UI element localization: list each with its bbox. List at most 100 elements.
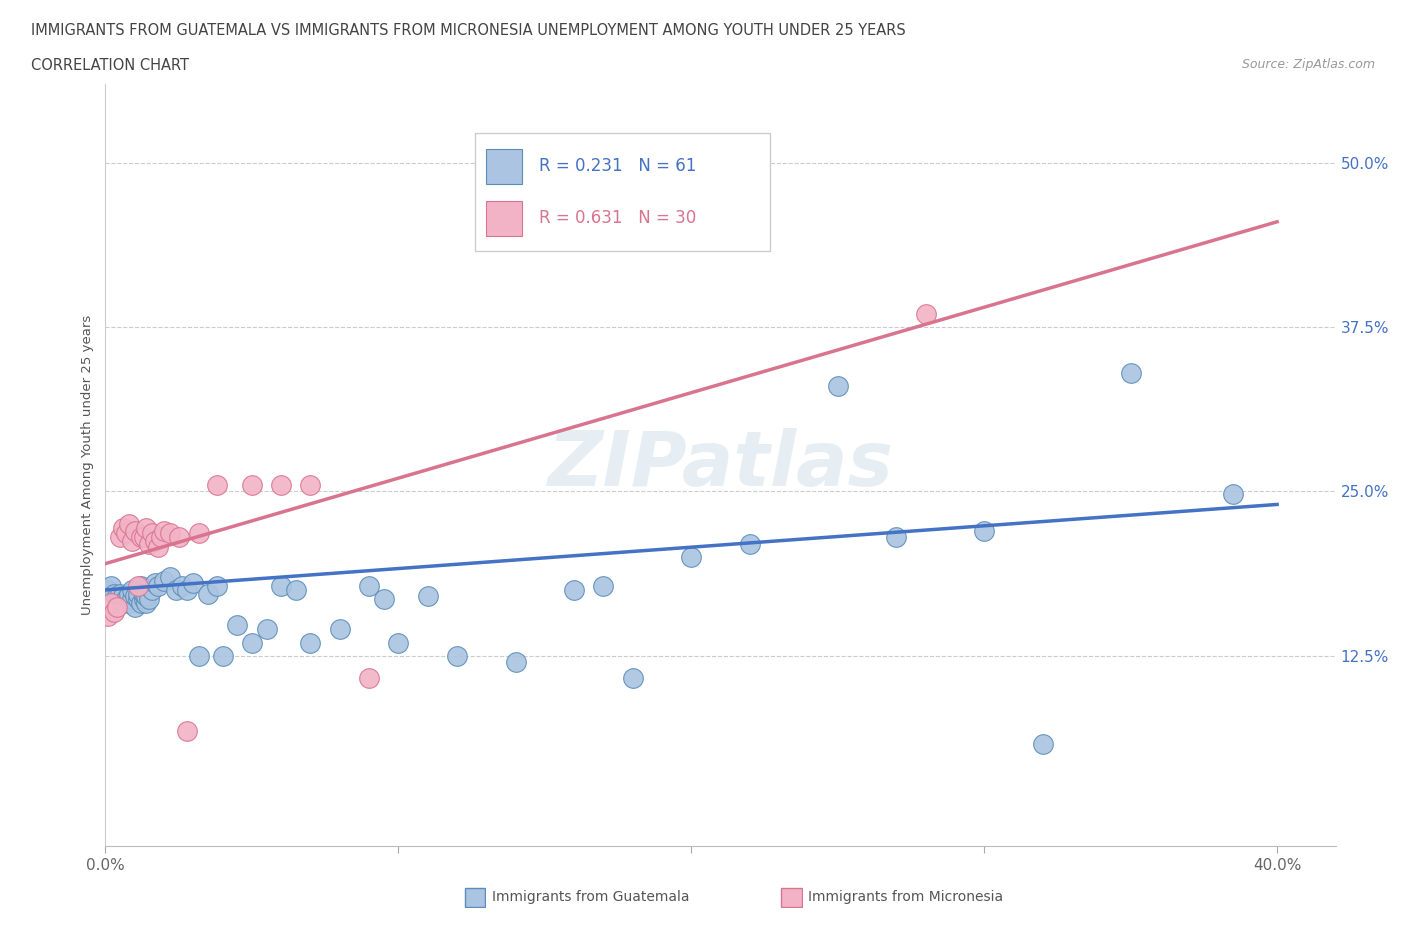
Point: [299, 477, 322, 492]
Point: [143, 534, 166, 549]
Point: [211, 648, 233, 663]
Point: [124, 589, 146, 604]
Point: [129, 595, 152, 610]
Point: [270, 578, 292, 593]
Point: [226, 618, 249, 632]
Text: R = 0.631   N = 30: R = 0.631 N = 30: [540, 209, 697, 227]
Y-axis label: Unemployment Among Youth under 25 years: Unemployment Among Youth under 25 years: [82, 315, 94, 615]
Point: [127, 591, 149, 606]
Point: [621, 671, 644, 685]
Point: [446, 648, 468, 663]
Point: [121, 534, 143, 549]
Point: [167, 530, 190, 545]
Point: [105, 589, 128, 604]
Point: [103, 604, 125, 619]
Point: [170, 578, 193, 593]
Point: [121, 582, 143, 597]
Point: [416, 589, 439, 604]
Point: [505, 655, 527, 670]
Point: [124, 600, 146, 615]
Point: [1032, 737, 1054, 751]
Point: [143, 576, 166, 591]
Point: [100, 578, 122, 593]
FancyBboxPatch shape: [486, 149, 522, 184]
Point: [188, 648, 211, 663]
Text: Immigrants from Guatemala: Immigrants from Guatemala: [492, 890, 689, 905]
Point: [973, 524, 995, 538]
Point: [738, 537, 761, 551]
Point: [150, 530, 173, 545]
Point: [112, 521, 135, 536]
Point: [141, 526, 163, 541]
Point: [153, 524, 176, 538]
Point: [148, 539, 170, 554]
Point: [357, 578, 380, 593]
Point: [176, 582, 198, 597]
Point: [159, 569, 181, 584]
Point: [681, 550, 703, 565]
Text: R = 0.231   N = 61: R = 0.231 N = 61: [540, 157, 697, 176]
Point: [132, 587, 155, 602]
Point: [135, 521, 157, 536]
Point: [183, 576, 205, 591]
Point: [135, 589, 157, 604]
Point: [240, 635, 263, 650]
Point: [159, 526, 181, 541]
Point: [127, 587, 149, 602]
Point: [299, 635, 322, 650]
Point: [141, 582, 163, 597]
Point: [357, 671, 380, 685]
Point: [132, 591, 155, 606]
Point: [387, 635, 409, 650]
Point: [138, 591, 160, 606]
Point: [124, 524, 146, 538]
Point: [165, 582, 187, 597]
Point: [97, 609, 120, 624]
Point: [108, 587, 131, 602]
Point: [256, 622, 278, 637]
Point: [1119, 365, 1142, 380]
Text: CORRELATION CHART: CORRELATION CHART: [31, 58, 188, 73]
FancyBboxPatch shape: [486, 201, 522, 236]
Point: [103, 587, 125, 602]
Point: [105, 600, 128, 615]
Point: [118, 587, 141, 602]
Point: [118, 517, 141, 532]
Point: [108, 591, 131, 606]
FancyBboxPatch shape: [782, 888, 801, 907]
Point: [97, 582, 120, 597]
Point: [121, 591, 143, 606]
Point: [108, 530, 131, 545]
Point: [592, 578, 614, 593]
Point: [240, 477, 263, 492]
Point: [135, 595, 157, 610]
Point: [153, 573, 176, 588]
FancyBboxPatch shape: [475, 133, 770, 251]
Point: [115, 526, 138, 541]
Point: [205, 477, 228, 492]
Text: ZIPatlas: ZIPatlas: [547, 428, 894, 502]
Point: [188, 526, 211, 541]
Point: [914, 306, 936, 321]
FancyBboxPatch shape: [465, 888, 485, 907]
Point: [284, 582, 307, 597]
Point: [373, 591, 395, 606]
Text: Source: ZipAtlas.com: Source: ZipAtlas.com: [1241, 58, 1375, 71]
Point: [148, 578, 170, 593]
Point: [197, 587, 219, 602]
Point: [827, 379, 849, 393]
Point: [129, 530, 152, 545]
Point: [129, 578, 152, 593]
Point: [132, 530, 155, 545]
Point: [112, 589, 135, 604]
Point: [176, 724, 198, 738]
Point: [115, 591, 138, 606]
Text: IMMIGRANTS FROM GUATEMALA VS IMMIGRANTS FROM MICRONESIA UNEMPLOYMENT AMONG YOUTH: IMMIGRANTS FROM GUATEMALA VS IMMIGRANTS …: [31, 23, 905, 38]
Point: [205, 578, 228, 593]
Text: Immigrants from Micronesia: Immigrants from Micronesia: [808, 890, 1004, 905]
Point: [127, 578, 149, 593]
Point: [100, 595, 122, 610]
Point: [1222, 486, 1244, 501]
Point: [118, 595, 141, 610]
Point: [112, 595, 135, 610]
